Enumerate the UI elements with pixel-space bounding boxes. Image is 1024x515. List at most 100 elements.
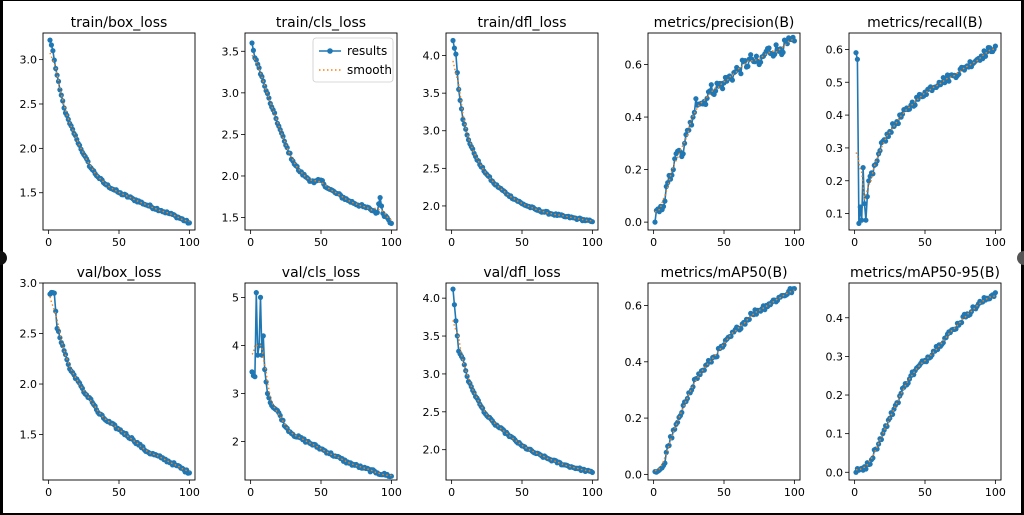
panel-train-box-loss: train/box_loss 0 50 100 1.5 2.0 2.5 3.0 [20, 15, 200, 249]
plot-area [249, 290, 394, 480]
legend: results smooth [312, 37, 394, 83]
y-tick-label: 2.5 [20, 98, 38, 111]
y-tick-label: 3.5 [423, 87, 441, 100]
results-point [738, 71, 744, 77]
results-point [906, 106, 913, 112]
y-tick-label: 0.6 [625, 59, 643, 72]
x-tick-label: 0 [851, 486, 858, 499]
legend-results-marker [327, 48, 333, 54]
results-point [62, 351, 69, 358]
results-point [728, 333, 734, 339]
results-point [53, 308, 59, 314]
x-tick-label: 100 [784, 486, 805, 499]
x-tick-label: 50 [918, 236, 932, 249]
left-edge-scroll-handle[interactable] [0, 251, 7, 265]
results-point [874, 446, 880, 452]
results-point [61, 105, 67, 111]
y-tick-label: 0.5 [826, 76, 844, 89]
panel-title: train/cls_loss [276, 15, 366, 31]
results-point [777, 46, 783, 52]
results-point [701, 367, 707, 373]
results-point [453, 51, 459, 57]
results-point [460, 116, 466, 123]
results-point [262, 83, 268, 89]
y-tick-label: 2.5 [423, 162, 441, 175]
x-tick-label: 0 [650, 486, 657, 499]
panel-title: val/cls_loss [282, 265, 360, 281]
y-tick-label: 0.0 [625, 468, 643, 481]
y-tick-label: 0.2 [826, 389, 844, 402]
results-point [753, 53, 760, 59]
results-point [854, 56, 861, 62]
x-tick-label: 50 [515, 236, 529, 249]
results-point [662, 198, 668, 204]
results-point [257, 294, 264, 300]
results-point [60, 98, 66, 104]
results-point [946, 78, 952, 84]
results-point [773, 42, 779, 48]
plot-area [652, 34, 798, 225]
panel-title: metrics/precision(B) [654, 15, 795, 31]
panel-title: train/box_loss [71, 15, 168, 31]
results-point [703, 101, 709, 107]
panel-metrics-recall-b: metrics/recall(B) 0 50 100 0.1 0.2 0.3 0.4 0.5 0.… [826, 15, 1006, 249]
results-point [454, 70, 460, 76]
results-point [70, 126, 76, 132]
x-tick-label: 0 [448, 486, 455, 499]
smooth-series-line [654, 289, 795, 472]
y-tick-label: 2.5 [423, 406, 441, 419]
results-point [766, 45, 772, 51]
x-tick-label: 100 [179, 236, 200, 249]
results-point [255, 352, 261, 358]
results-point [652, 219, 658, 225]
results-point [51, 57, 57, 63]
results-point [667, 176, 674, 182]
plot-area [652, 286, 798, 475]
panel-title: metrics/mAP50(B) [660, 265, 787, 281]
panel-val-box-loss: val/box_loss 0 50 100 1.5 2.0 2.5 3.0 [20, 265, 200, 499]
results-point [463, 126, 469, 132]
panel-train-cls-loss: train/cls_loss 0 50 100 1.5 2.0 2.5 3.0 3.5 resul… [222, 15, 402, 249]
results-point [388, 220, 394, 226]
results-point [451, 302, 457, 308]
y-tick-label: 0.2 [625, 412, 643, 425]
plot-area [853, 290, 999, 475]
y-tick-label: 0.3 [826, 350, 844, 363]
results-point [729, 77, 736, 83]
y-tick-label: 0.2 [625, 164, 643, 177]
y-tick-label: 0.2 [826, 175, 844, 188]
results-point [853, 50, 859, 56]
axes-frame [445, 32, 599, 231]
results-point [377, 195, 383, 201]
x-tick-label: 50 [515, 486, 529, 499]
y-tick-label: 3.0 [20, 54, 38, 67]
results-point [589, 469, 596, 475]
results-point [690, 384, 696, 390]
y-tick-label: 2.0 [423, 200, 441, 213]
y-tick-label: 5 [232, 291, 239, 304]
y-tick-label: 0.6 [625, 300, 643, 313]
legend-box [312, 37, 394, 83]
y-tick-label: 2.0 [20, 378, 38, 391]
plot-area [450, 286, 596, 475]
smooth-series-line [49, 296, 190, 473]
panel-title: val/dfl_loss [483, 265, 560, 281]
y-tick-label: 2 [232, 436, 239, 449]
x-tick-label: 100 [784, 236, 805, 249]
y-tick-label: 2.5 [20, 328, 38, 341]
results-point [388, 473, 394, 479]
y-tick-label: 3.0 [423, 125, 441, 138]
plot-area [450, 37, 596, 225]
x-tick-label: 100 [582, 236, 603, 249]
results-point [284, 145, 290, 151]
results-point [791, 38, 798, 44]
right-edge-scroll-handle[interactable] [1017, 251, 1024, 265]
results-point [249, 40, 255, 46]
results-point [884, 423, 890, 429]
results-point [940, 340, 946, 346]
x-tick-label: 0 [247, 236, 254, 249]
results-point [450, 286, 456, 292]
results-point [458, 106, 465, 112]
results-point [888, 129, 894, 135]
